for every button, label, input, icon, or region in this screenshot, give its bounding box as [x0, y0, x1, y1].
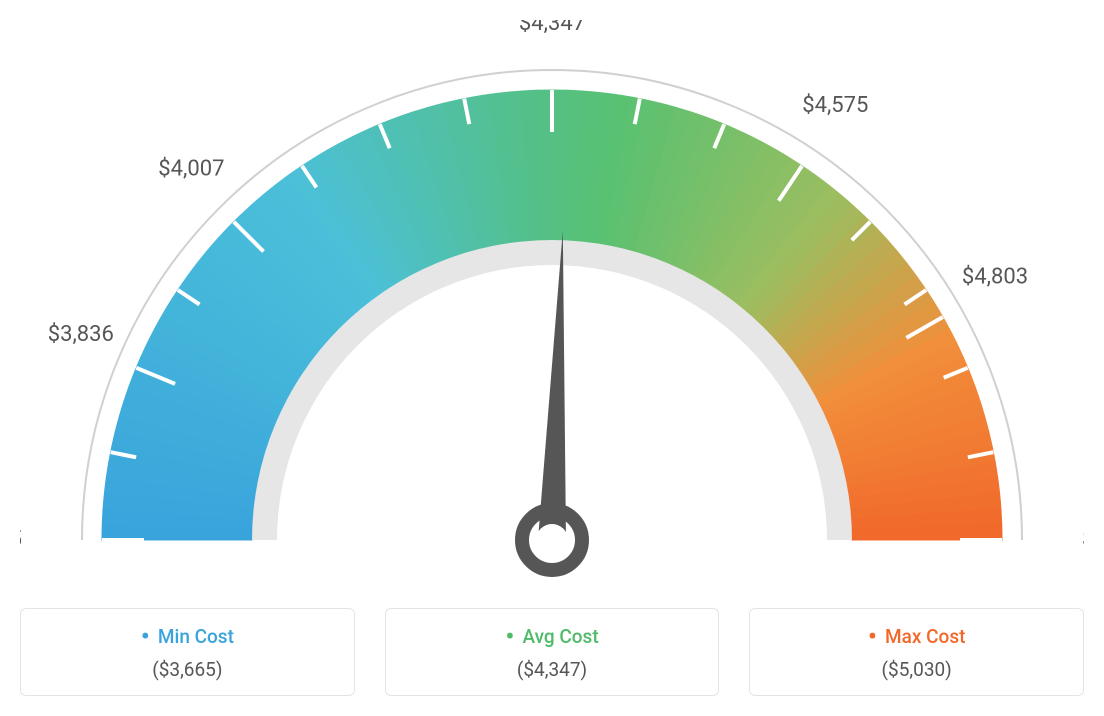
legend-max-title: Max Cost [760, 625, 1073, 648]
legend-card-avg: Avg Cost ($4,347) [385, 608, 720, 696]
svg-text:$5,030: $5,030 [1082, 527, 1084, 552]
legend-avg-title: Avg Cost [396, 625, 709, 648]
svg-text:$3,836: $3,836 [48, 322, 114, 347]
legend-max-value: ($5,030) [760, 658, 1073, 681]
legend-row: Min Cost ($3,665) Avg Cost ($4,347) Max … [20, 608, 1084, 696]
gauge-svg: $3,665 $3,836 $4,007 $4,347 $4,575 $4,803 $5,0… [20, 20, 1084, 580]
legend-min-title: Min Cost [31, 625, 344, 648]
legend-card-max: Max Cost ($5,030) [749, 608, 1084, 696]
cost-gauge-chart: $3,665 $3,836 $4,007 $4,347 $4,575 $4,803 $5,0… [20, 20, 1084, 696]
legend-avg-value: ($4,347) [396, 658, 709, 681]
svg-text:$4,007: $4,007 [158, 156, 224, 181]
svg-text:$4,575: $4,575 [802, 93, 868, 118]
svg-text:$4,803: $4,803 [962, 264, 1028, 289]
svg-text:$4,347: $4,347 [519, 20, 585, 36]
legend-card-min: Min Cost ($3,665) [20, 608, 355, 696]
legend-min-value: ($3,665) [31, 658, 344, 681]
svg-text:$3,665: $3,665 [20, 527, 22, 552]
